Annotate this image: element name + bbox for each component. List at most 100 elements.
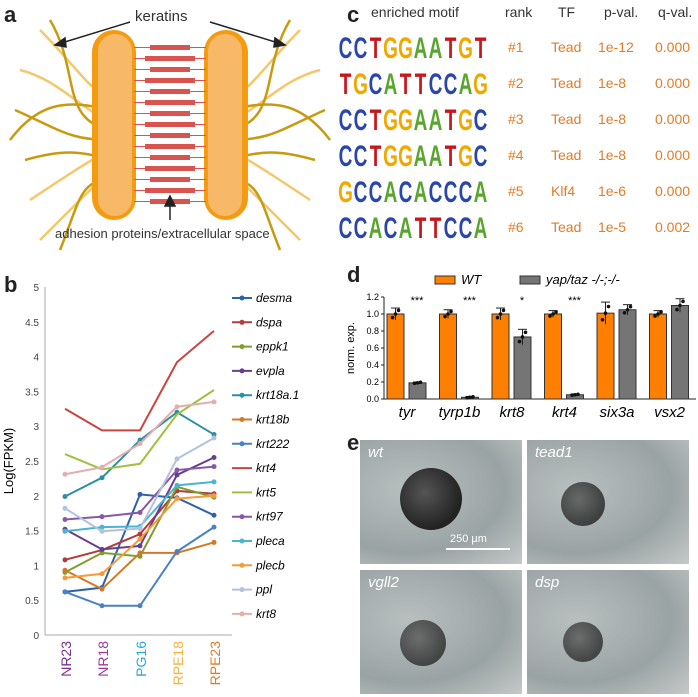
motif-base: G <box>458 141 473 174</box>
legend-label: WT <box>461 272 482 287</box>
adhesion-link <box>134 47 206 48</box>
data-point <box>99 514 105 520</box>
legend-label: krt4 <box>256 461 276 475</box>
embryo-image-vgll2: vgll2 <box>360 570 522 694</box>
data-point <box>137 491 143 497</box>
data-point <box>62 493 68 499</box>
motif-base: G <box>383 105 398 138</box>
replicate-point <box>554 310 558 314</box>
motif-base: A <box>473 213 488 246</box>
image-label: wt <box>368 444 383 461</box>
adhesion-link <box>134 190 206 191</box>
motif-q: 0.000 <box>655 39 691 55</box>
motif-tf: Tead <box>551 219 582 235</box>
motif-base: A <box>458 69 473 102</box>
motif-base: A <box>413 33 428 66</box>
motif-base: T <box>399 69 412 102</box>
adhesion-link <box>134 91 206 92</box>
significance-label: *** <box>568 295 582 307</box>
motif-base: G <box>353 69 368 102</box>
motif-base: G <box>398 141 413 174</box>
replicate-point <box>551 312 555 316</box>
x-tick-label: six3a <box>599 404 634 421</box>
x-tick-label: tyr <box>399 404 417 421</box>
motif-p: 1e-5 <box>598 219 627 235</box>
motif-base: C <box>353 213 368 246</box>
motif-base: C <box>338 213 353 246</box>
header-qval: q-val. <box>658 4 693 20</box>
bar-chart-expression: 0.0 0.2 0.4 0.6 0.8 1.0 1.2 norm. exp. WT yap/taz… <box>345 272 696 421</box>
motif-base: C <box>338 105 353 138</box>
data-point <box>99 524 105 530</box>
x-tick-label: NR23 <box>58 641 74 677</box>
bar-WT <box>386 313 405 400</box>
image-label: tead1 <box>535 444 573 461</box>
bar-WT <box>439 313 457 400</box>
replicate-point <box>625 307 630 312</box>
motif-base: A <box>413 141 428 174</box>
motif-base: G <box>398 33 413 66</box>
replicate-point <box>443 314 447 319</box>
y-tick-label: 1 <box>33 561 39 572</box>
motif-base: A <box>398 213 413 246</box>
legend-marker <box>239 562 245 568</box>
motif-rank: #5 <box>508 183 524 199</box>
motif-base: A <box>383 177 398 210</box>
bar-yap/taz -/-;-/- <box>618 309 637 400</box>
header-pval: p-val. <box>604 4 639 20</box>
motif-base: C <box>473 141 488 174</box>
data-point <box>174 548 180 554</box>
motif-base: C <box>443 213 458 246</box>
line-chart-fpkm: 0 0.5 1 1.5 2 2.5 3 3.5 4 4.5 5 Log(FPKM) NR23 NR18 PG… <box>1 283 299 685</box>
adhesion-link <box>134 113 206 114</box>
replicate-point <box>675 307 679 312</box>
motif-p: 1e-6 <box>598 183 627 199</box>
embryo-image-tead1: tead1 <box>527 440 689 564</box>
adhesion-link <box>134 179 206 180</box>
embryo-image-wt: wt 250 µm <box>360 440 522 564</box>
replicate-point <box>606 304 611 309</box>
y-tick-label: 2 <box>33 492 39 503</box>
y-tick-label: 0.2 <box>366 377 379 387</box>
motif-base: A <box>383 69 398 102</box>
legend-marker <box>239 587 245 593</box>
data-point <box>99 475 105 481</box>
motif-base: T <box>444 105 457 138</box>
data-point <box>211 524 217 530</box>
replicate-point <box>548 314 552 318</box>
data-point <box>99 586 105 592</box>
y-tick-label: 0.8 <box>366 326 379 336</box>
legend-marker <box>239 368 245 374</box>
motif-base: T <box>369 105 382 138</box>
data-point <box>137 441 143 447</box>
data-point <box>211 493 217 499</box>
motif-base: G <box>338 177 353 210</box>
header-motif: enriched motif <box>371 4 459 20</box>
motif-base: G <box>383 141 398 174</box>
motif-base: C <box>338 141 353 174</box>
motif-tf: Tead <box>551 147 582 163</box>
image-label: dsp <box>535 574 560 591</box>
legend-marker <box>239 295 245 301</box>
panel-label-e: e <box>347 430 360 455</box>
y-tick-label: 0 <box>33 631 39 642</box>
motif-tf: Tead <box>551 39 582 55</box>
x-tick-label: NR18 <box>95 641 111 677</box>
motif-base: A <box>413 177 428 210</box>
legend-marker <box>239 392 245 398</box>
panel-label-c: c <box>347 2 360 27</box>
data-point <box>99 550 105 556</box>
x-tick-label: vsx2 <box>654 404 686 421</box>
replicate-point <box>573 392 577 397</box>
data-point <box>99 528 105 534</box>
legend-marker <box>239 441 245 447</box>
y-tick-label: 4 <box>33 353 39 364</box>
legend-label: krt8 <box>256 607 276 621</box>
data-point <box>62 575 68 581</box>
data-point <box>137 603 143 609</box>
image-label: vgll2 <box>368 574 399 591</box>
keratins-label: keratins <box>135 8 188 25</box>
data-point <box>211 399 217 405</box>
data-point <box>62 516 68 522</box>
